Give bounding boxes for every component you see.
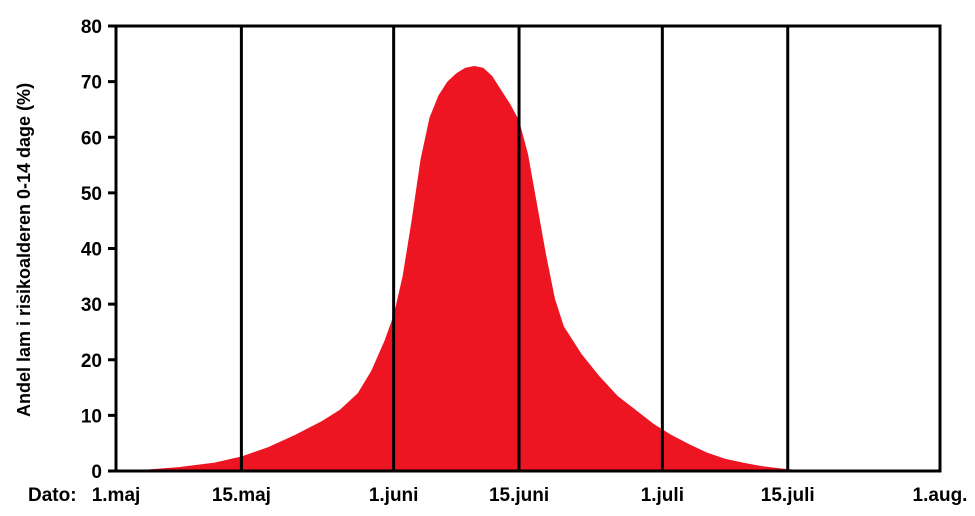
x-tick-label: 1.juni xyxy=(369,485,419,506)
y-axis-title: Andel lam i risikoalderen 0-14 dage (%) xyxy=(14,83,34,417)
y-tick-label: 30 xyxy=(81,295,102,316)
y-tick-label: 10 xyxy=(81,406,102,427)
y-tick-label: 40 xyxy=(81,240,102,261)
y-tick-label: 50 xyxy=(81,184,102,205)
y-tick-label: 0 xyxy=(91,462,102,483)
y-tick-label: 60 xyxy=(81,128,102,149)
x-tick-label: 1.aug. xyxy=(913,485,968,506)
x-tick-label: 1.maj xyxy=(92,485,141,506)
x-tick-label: 15.juni xyxy=(489,485,549,506)
y-tick-label: 80 xyxy=(81,17,102,38)
risk-area xyxy=(116,66,940,472)
x-tick-label: 15.juli xyxy=(761,485,815,506)
y-tick-label: 20 xyxy=(81,351,102,372)
x-tick-label: 1.juli xyxy=(641,485,684,506)
x-axis-prefix: Dato: xyxy=(28,485,77,506)
y-tick-label: 70 xyxy=(81,73,102,94)
x-tick-label: 15.maj xyxy=(212,485,271,506)
